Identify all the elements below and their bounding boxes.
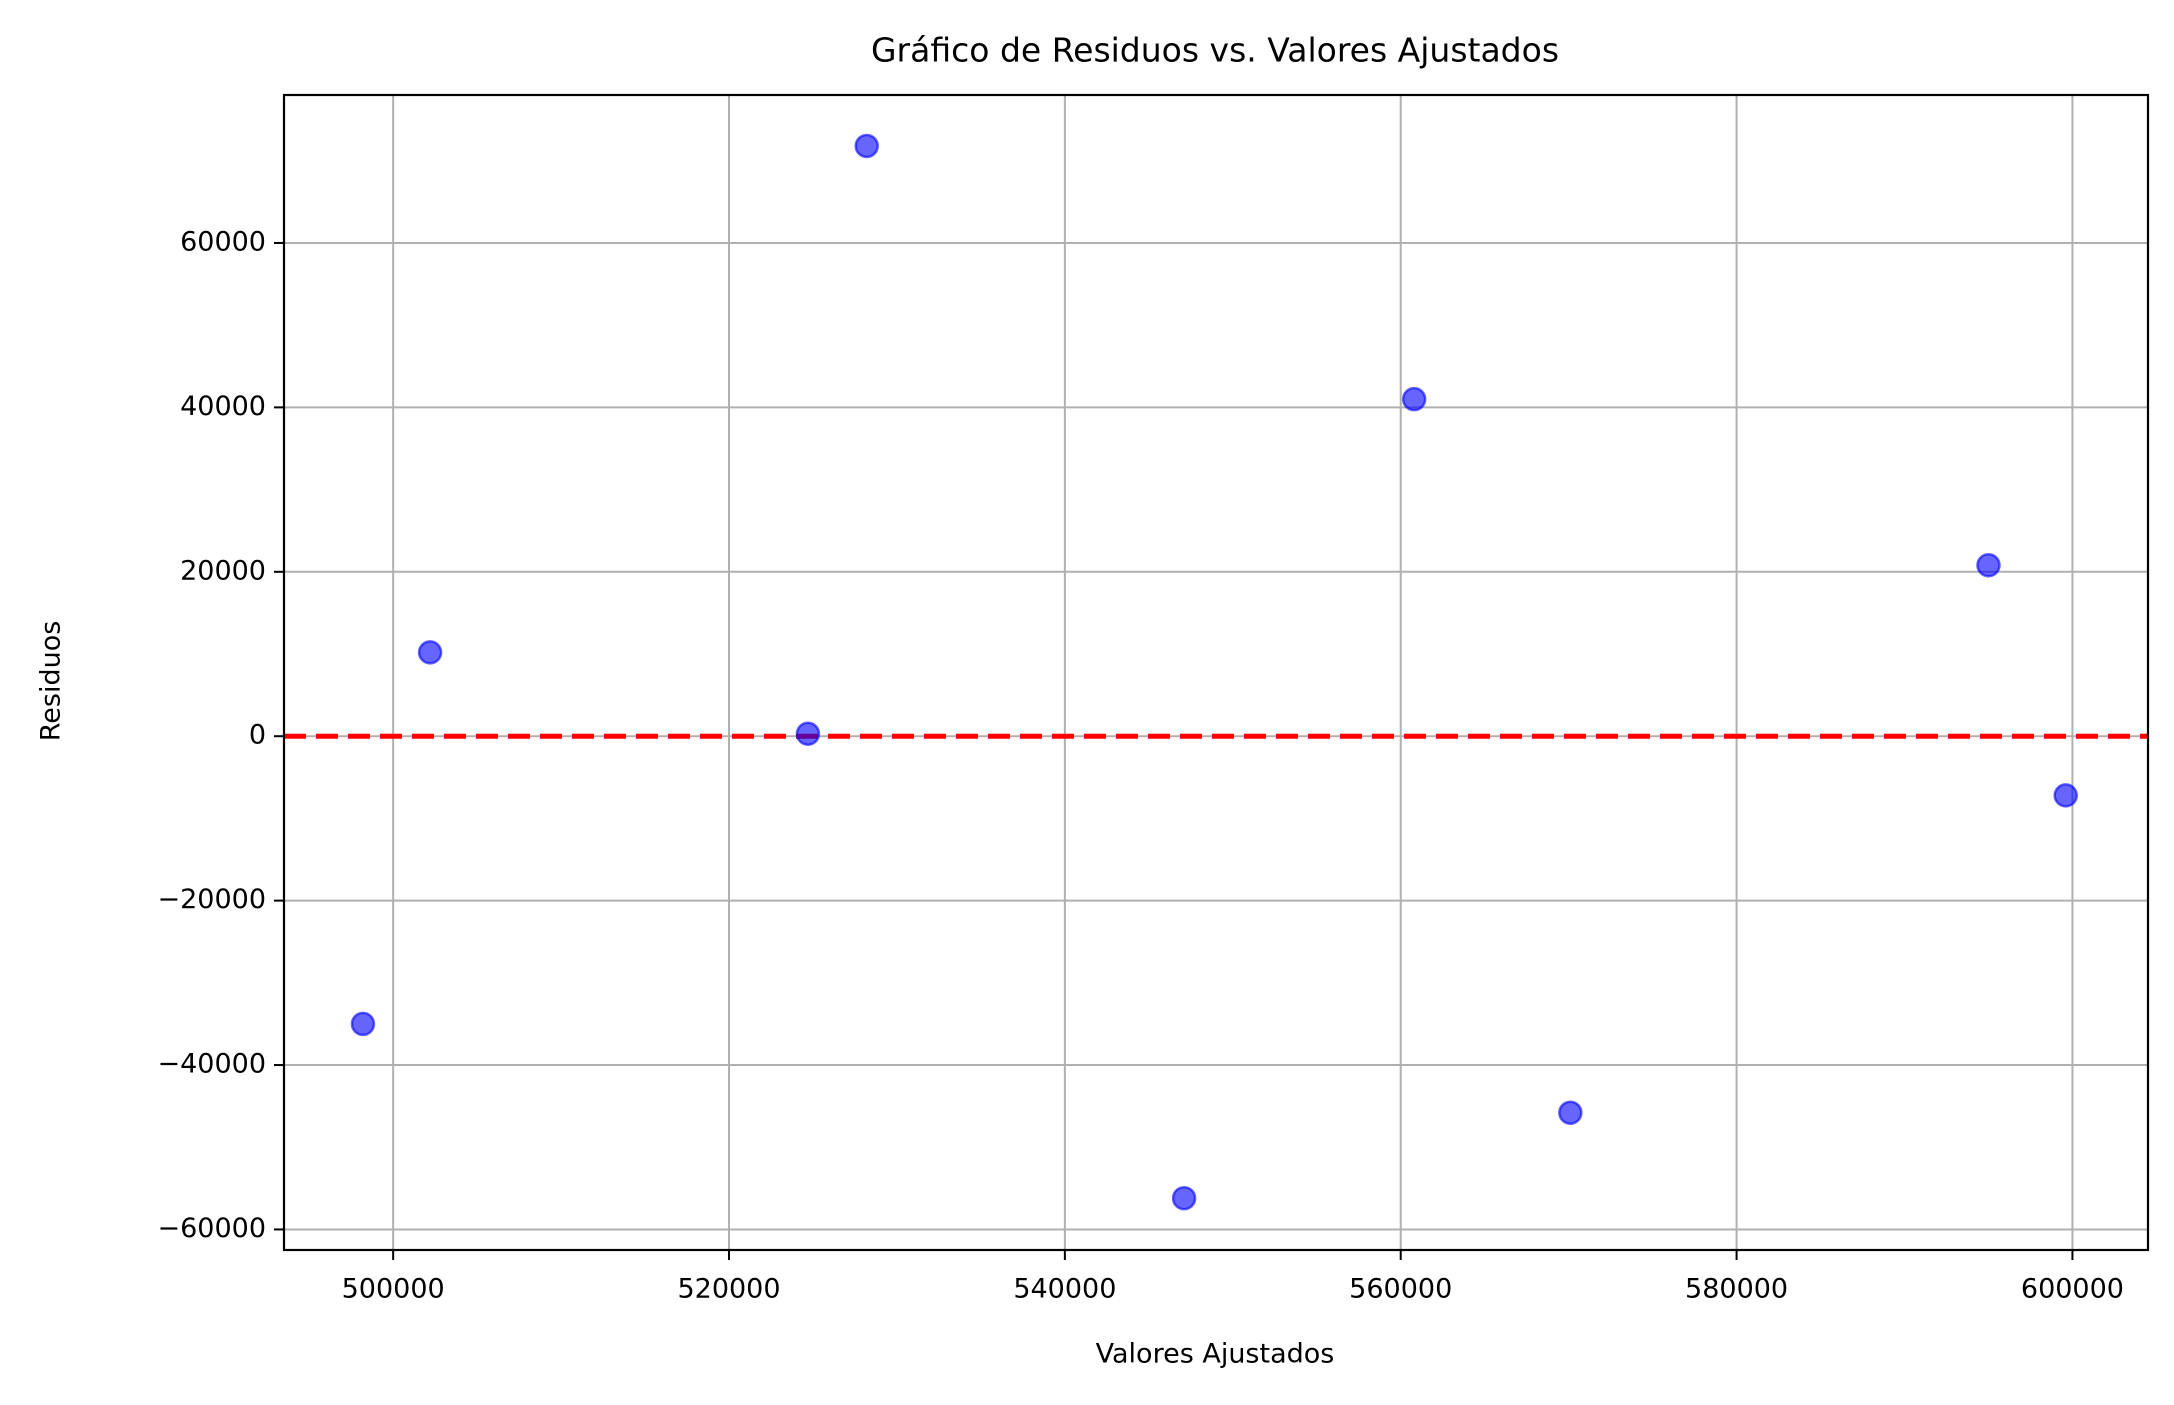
y-tick-label: 0 [249, 720, 266, 751]
x-tick-label: 540000 [1013, 1274, 1116, 1305]
data-points [350, 133, 2078, 1211]
chart-title: Gráfico de Residuos vs. Valores Ajustado… [871, 31, 1559, 70]
data-point [795, 721, 821, 746]
y-tick-label: −20000 [157, 884, 266, 915]
x-tick-label: 500000 [342, 1274, 445, 1305]
y-tick-label: 20000 [180, 555, 266, 586]
data-point [350, 1011, 376, 1037]
plot-frame [282, 93, 2150, 1252]
data-point [1976, 552, 2001, 578]
y-tick-label: −40000 [157, 1049, 266, 1080]
x-tick-label: 580000 [1685, 1274, 1788, 1305]
data-point [1171, 1185, 1197, 1211]
data-point [1401, 386, 1427, 412]
y-axis-label: Residuos [36, 621, 67, 742]
x-axis-label: Valores Ajustados [1096, 1339, 1335, 1370]
y-axis-ticks: −60000 −40000 −20000 0 20000 40000 60000 [157, 226, 284, 1244]
data-point [1558, 1100, 1583, 1125]
data-point [854, 133, 879, 159]
y-tick-label: 60000 [180, 226, 266, 257]
x-tick-label: 560000 [1349, 1274, 1452, 1305]
x-tick-label: 600000 [2021, 1274, 2124, 1305]
x-axis-ticks: 500000 520000 540000 560000 580000 600000 [342, 1250, 2124, 1305]
data-point [2053, 783, 2078, 808]
y-tick-label: −60000 [157, 1213, 266, 1244]
y-tick-label: 40000 [180, 391, 266, 422]
x-tick-label: 520000 [677, 1274, 780, 1305]
data-point [417, 640, 443, 665]
